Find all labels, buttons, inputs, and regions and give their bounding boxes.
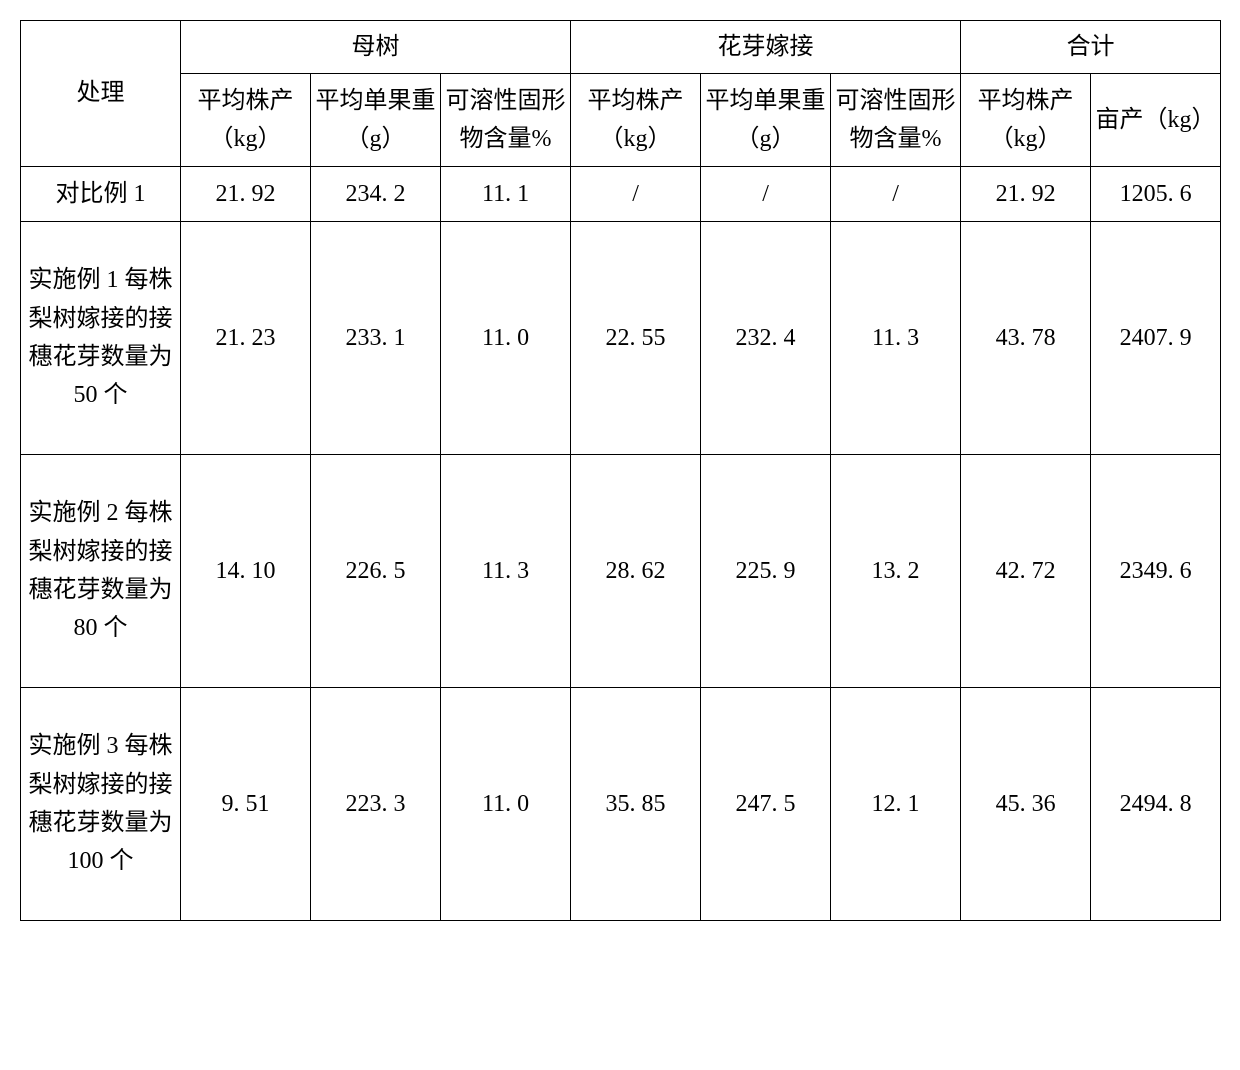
cell-mother-0: 14. 10 (181, 455, 311, 688)
header-graft-avg-fruit-weight: 平均单果重（g） (701, 74, 831, 167)
cell-total-1: 2407. 9 (1091, 222, 1221, 455)
cell-mother-1: 234. 2 (311, 167, 441, 222)
header-group-total: 合计 (961, 21, 1221, 74)
table-row: 实施例 1 每株梨树嫁接的接穗花芽数量为 50 个21. 23233. 111.… (21, 222, 1221, 455)
header-graft-avg-yield: 平均株产（kg） (571, 74, 701, 167)
cell-treatment: 实施例 3 每株梨树嫁接的接穗花芽数量为 100 个 (21, 688, 181, 921)
cell-graft-2: / (831, 167, 961, 222)
header-total-mu-yield: 亩产（kg） (1091, 74, 1221, 167)
cell-mother-2: 11. 1 (441, 167, 571, 222)
cell-mother-0: 21. 92 (181, 167, 311, 222)
cell-mother-2: 11. 0 (441, 222, 571, 455)
table-body: 对比例 121. 92234. 211. 1///21. 921205. 6实施… (21, 167, 1221, 921)
cell-graft-0: / (571, 167, 701, 222)
header-sub-row: 平均株产（kg） 平均单果重（g） 可溶性固形物含量% 平均株产（kg） 平均单… (21, 74, 1221, 167)
table-row: 实施例 3 每株梨树嫁接的接穗花芽数量为 100 个9. 51223. 311.… (21, 688, 1221, 921)
cell-treatment: 实施例 1 每株梨树嫁接的接穗花芽数量为 50 个 (21, 222, 181, 455)
cell-total-1: 2494. 8 (1091, 688, 1221, 921)
header-group-row: 处理 母树 花芽嫁接 合计 (21, 21, 1221, 74)
header-group-graft: 花芽嫁接 (571, 21, 961, 74)
cell-total-0: 43. 78 (961, 222, 1091, 455)
cell-graft-1: / (701, 167, 831, 222)
cell-graft-2: 12. 1 (831, 688, 961, 921)
header-treatment: 处理 (21, 21, 181, 167)
cell-graft-0: 35. 85 (571, 688, 701, 921)
cell-graft-2: 11. 3 (831, 222, 961, 455)
data-table: 处理 母树 花芽嫁接 合计 平均株产（kg） 平均单果重（g） 可溶性固形物含量… (20, 20, 1221, 921)
cell-total-1: 2349. 6 (1091, 455, 1221, 688)
cell-mother-1: 226. 5 (311, 455, 441, 688)
cell-treatment: 对比例 1 (21, 167, 181, 222)
header-graft-soluble-solids: 可溶性固形物含量% (831, 74, 961, 167)
cell-total-0: 45. 36 (961, 688, 1091, 921)
cell-graft-1: 232. 4 (701, 222, 831, 455)
cell-mother-0: 21. 23 (181, 222, 311, 455)
cell-mother-1: 233. 1 (311, 222, 441, 455)
table-row: 实施例 2 每株梨树嫁接的接穗花芽数量为 80 个14. 10226. 511.… (21, 455, 1221, 688)
cell-total-1: 1205. 6 (1091, 167, 1221, 222)
cell-mother-1: 223. 3 (311, 688, 441, 921)
cell-mother-0: 9. 51 (181, 688, 311, 921)
cell-total-0: 21. 92 (961, 167, 1091, 222)
header-group-mother: 母树 (181, 21, 571, 74)
header-mother-avg-yield: 平均株产（kg） (181, 74, 311, 167)
cell-treatment: 实施例 2 每株梨树嫁接的接穗花芽数量为 80 个 (21, 455, 181, 688)
cell-graft-2: 13. 2 (831, 455, 961, 688)
header-mother-soluble-solids: 可溶性固形物含量% (441, 74, 571, 167)
header-mother-avg-fruit-weight: 平均单果重（g） (311, 74, 441, 167)
cell-total-0: 42. 72 (961, 455, 1091, 688)
cell-graft-0: 22. 55 (571, 222, 701, 455)
cell-graft-1: 225. 9 (701, 455, 831, 688)
cell-graft-0: 28. 62 (571, 455, 701, 688)
header-total-avg-yield: 平均株产（kg） (961, 74, 1091, 167)
cell-mother-2: 11. 0 (441, 688, 571, 921)
table-row: 对比例 121. 92234. 211. 1///21. 921205. 6 (21, 167, 1221, 222)
cell-mother-2: 11. 3 (441, 455, 571, 688)
cell-graft-1: 247. 5 (701, 688, 831, 921)
